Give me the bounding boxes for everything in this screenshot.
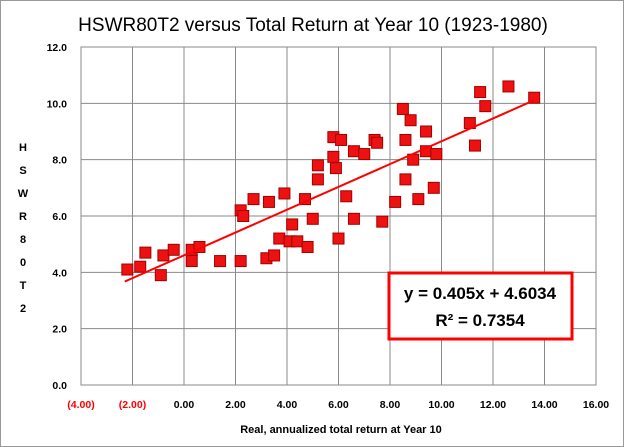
data-point <box>121 263 134 276</box>
y-label-char: 8 <box>20 234 26 246</box>
data-point <box>528 91 541 104</box>
data-point <box>273 232 286 245</box>
y-tick-label: 2.0 <box>52 324 67 336</box>
data-point <box>347 145 360 158</box>
y-label-char: 0 <box>20 257 26 269</box>
y-label-char: S <box>19 165 26 177</box>
data-point <box>327 150 340 163</box>
data-point <box>427 181 440 194</box>
data-point <box>306 212 319 225</box>
data-point <box>139 246 152 259</box>
y-tick-label: 10.0 <box>47 98 68 110</box>
x-tick-label: 2.00 <box>225 399 246 411</box>
data-point <box>286 218 299 231</box>
equation-box <box>387 271 574 341</box>
data-point <box>412 193 425 206</box>
data-point <box>157 249 170 262</box>
data-point <box>311 173 324 186</box>
data-point <box>268 249 281 262</box>
y-axis-label: HSWR 8 0 T 2 <box>18 142 29 315</box>
data-point <box>479 100 492 113</box>
trendline-equation: y = 0.405x + 4.6034 <box>404 284 557 303</box>
x-tick-label: 8.00 <box>380 399 401 411</box>
x-tick-label: 14.00 <box>531 399 557 411</box>
x-tick-label: 0.00 <box>174 399 195 411</box>
data-point <box>234 255 247 268</box>
y-tick-label: 8.0 <box>52 155 67 167</box>
data-point <box>332 232 345 245</box>
y-label-char: R <box>19 211 27 223</box>
x-tick-label: 16.00 <box>583 399 609 411</box>
y-tick-label: 12.0 <box>47 42 68 54</box>
data-point <box>311 159 324 172</box>
data-point <box>399 133 412 146</box>
data-point <box>404 114 417 127</box>
y-label-char: W <box>18 188 29 200</box>
data-point <box>278 187 291 200</box>
data-point <box>389 195 402 208</box>
data-point <box>185 255 198 268</box>
data-point <box>502 80 515 93</box>
y-axis-ticks: 0.0 2.0 4.0 6.0 8.0 10.0 12.0 <box>47 42 68 392</box>
data-point <box>371 136 384 149</box>
trendline <box>124 99 535 283</box>
r-squared-value: R² = 0.7354 <box>435 311 525 330</box>
y-label-char: H <box>19 142 27 154</box>
data-point <box>291 235 304 248</box>
x-tick-label: 12.00 <box>480 399 506 411</box>
x-tick-label: 6.00 <box>328 399 349 411</box>
x-axis-label: Real, annualized total return at Year 10 <box>240 424 442 436</box>
data-point <box>134 260 147 273</box>
data-point <box>474 86 487 99</box>
data-point <box>396 102 409 115</box>
data-point <box>430 148 443 161</box>
data-point <box>358 148 371 161</box>
data-point <box>347 212 360 225</box>
data-point <box>214 255 227 268</box>
y-label-char: 2 <box>20 303 26 315</box>
y-tick-label: 0.0 <box>52 380 67 392</box>
data-point <box>376 215 389 228</box>
data-point <box>340 190 353 203</box>
x-tick-label: (4.00) <box>67 399 94 411</box>
x-tick-label: (2.00) <box>119 399 146 411</box>
data-point <box>167 243 180 256</box>
data-point <box>247 193 260 206</box>
data-point <box>301 240 314 253</box>
data-points <box>121 80 541 282</box>
x-tick-label: 10.00 <box>428 399 454 411</box>
data-point <box>420 125 433 138</box>
data-point <box>335 133 348 146</box>
data-point <box>237 210 250 222</box>
y-label-char: T <box>20 280 27 292</box>
chart-title: HSWR80T2 versus Total Return at Year 10 … <box>78 15 548 36</box>
data-point <box>329 162 342 175</box>
data-point <box>154 269 167 282</box>
x-axis-ticks: (4.00) (2.00) 0.00 2.00 4.00 6.00 8.00 10.00 12.… <box>67 399 609 411</box>
data-point <box>262 195 275 208</box>
data-point <box>399 173 412 186</box>
y-tick-label: 4.0 <box>52 267 67 279</box>
data-point <box>468 139 481 152</box>
y-tick-label: 6.0 <box>52 211 67 223</box>
x-tick-label: 4.00 <box>277 399 298 411</box>
